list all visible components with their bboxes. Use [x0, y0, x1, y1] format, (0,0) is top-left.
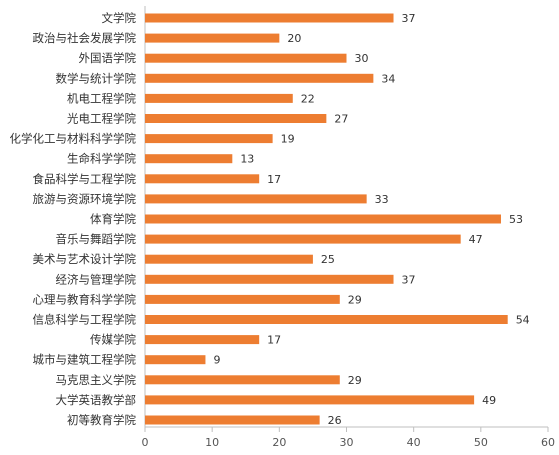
category-label: 心理与教育科学学院	[33, 292, 137, 306]
value-label: 33	[375, 193, 389, 206]
category-label: 美术与艺术设计学院	[33, 252, 137, 266]
bar	[145, 415, 320, 425]
category-label: 政治与社会发展学院	[33, 31, 137, 45]
category-label: 马克思主义学院	[56, 373, 137, 387]
value-labels-group: 37 20 30 34 22 27 19 13 17 33 53 47 25 37 29 54 17 9 29 49 2…	[213, 12, 529, 427]
value-label: 30	[355, 52, 369, 65]
bar	[145, 73, 374, 83]
category-label: 生命科学学院	[67, 152, 136, 166]
value-label: 29	[348, 374, 362, 387]
bar	[145, 13, 394, 23]
value-label: 27	[334, 113, 348, 126]
value-label: 17	[267, 173, 281, 186]
category-label: 信息科学与工程学院	[33, 313, 137, 327]
bar	[145, 194, 367, 204]
x-tick-label: 20	[272, 436, 286, 449]
category-label: 食品科学与工程学院	[33, 172, 137, 186]
category-label: 经济与管理学院	[56, 272, 137, 286]
value-label: 19	[281, 133, 295, 146]
bar	[145, 114, 327, 123]
category-label: 光电工程学院	[67, 112, 136, 126]
bar	[145, 174, 260, 184]
bar	[145, 315, 508, 324]
bar	[145, 254, 313, 264]
category-label: 音乐与舞蹈学院	[56, 232, 137, 246]
category-label: 化学化工与材料科学学院	[10, 132, 137, 146]
value-label: 37	[402, 12, 416, 25]
value-label: 26	[328, 414, 342, 427]
x-tick-label: 10	[205, 436, 219, 449]
category-label: 数学与统计学院	[56, 71, 137, 85]
value-label: 49	[482, 394, 496, 407]
bar	[145, 234, 461, 244]
category-label: 大学英语教学部	[56, 393, 137, 407]
category-label: 城市与建筑工程学院	[33, 353, 137, 367]
value-label: 9	[213, 354, 220, 367]
category-label: 机电工程学院	[67, 91, 136, 105]
bar	[145, 154, 233, 164]
category-labels-group: 文学院政治与社会发展学院外国语学院数学与统计学院机电工程学院光电工程学院化学化工…	[10, 11, 137, 427]
value-label: 54	[516, 314, 530, 327]
bar	[145, 355, 206, 365]
value-label: 17	[267, 334, 281, 347]
value-label: 29	[348, 293, 362, 306]
bar	[145, 294, 340, 304]
bars-group	[145, 13, 508, 425]
value-label: 25	[321, 253, 335, 266]
value-label: 53	[509, 213, 523, 226]
category-label: 体育学院	[90, 212, 136, 226]
bar	[145, 375, 340, 385]
bar	[145, 214, 501, 224]
value-label: 20	[287, 32, 301, 45]
value-label: 22	[301, 92, 315, 105]
value-label: 13	[240, 153, 254, 166]
bar	[145, 134, 273, 144]
category-label: 传媒学院	[90, 333, 136, 347]
value-label: 47	[469, 233, 483, 246]
x-tick-label: 30	[340, 436, 354, 449]
x-axis-group: 0 10 20 30 40 50 60	[142, 426, 555, 449]
category-label: 旅游与资源环境学院	[33, 192, 137, 206]
bar	[145, 33, 280, 43]
category-label: 文学院	[102, 11, 137, 25]
bar	[145, 395, 475, 405]
x-tick-label: 0	[142, 436, 149, 449]
x-tick-label: 50	[474, 436, 488, 449]
bar	[145, 274, 394, 284]
x-tick-label: 60	[541, 436, 555, 449]
bar	[145, 93, 293, 103]
bar	[145, 53, 347, 63]
value-label: 37	[402, 273, 416, 286]
category-label: 初等教育学院	[67, 413, 136, 427]
category-label: 外国语学院	[79, 51, 137, 65]
x-tick-label: 40	[407, 436, 421, 449]
value-label: 34	[381, 72, 395, 85]
bar	[145, 335, 260, 345]
